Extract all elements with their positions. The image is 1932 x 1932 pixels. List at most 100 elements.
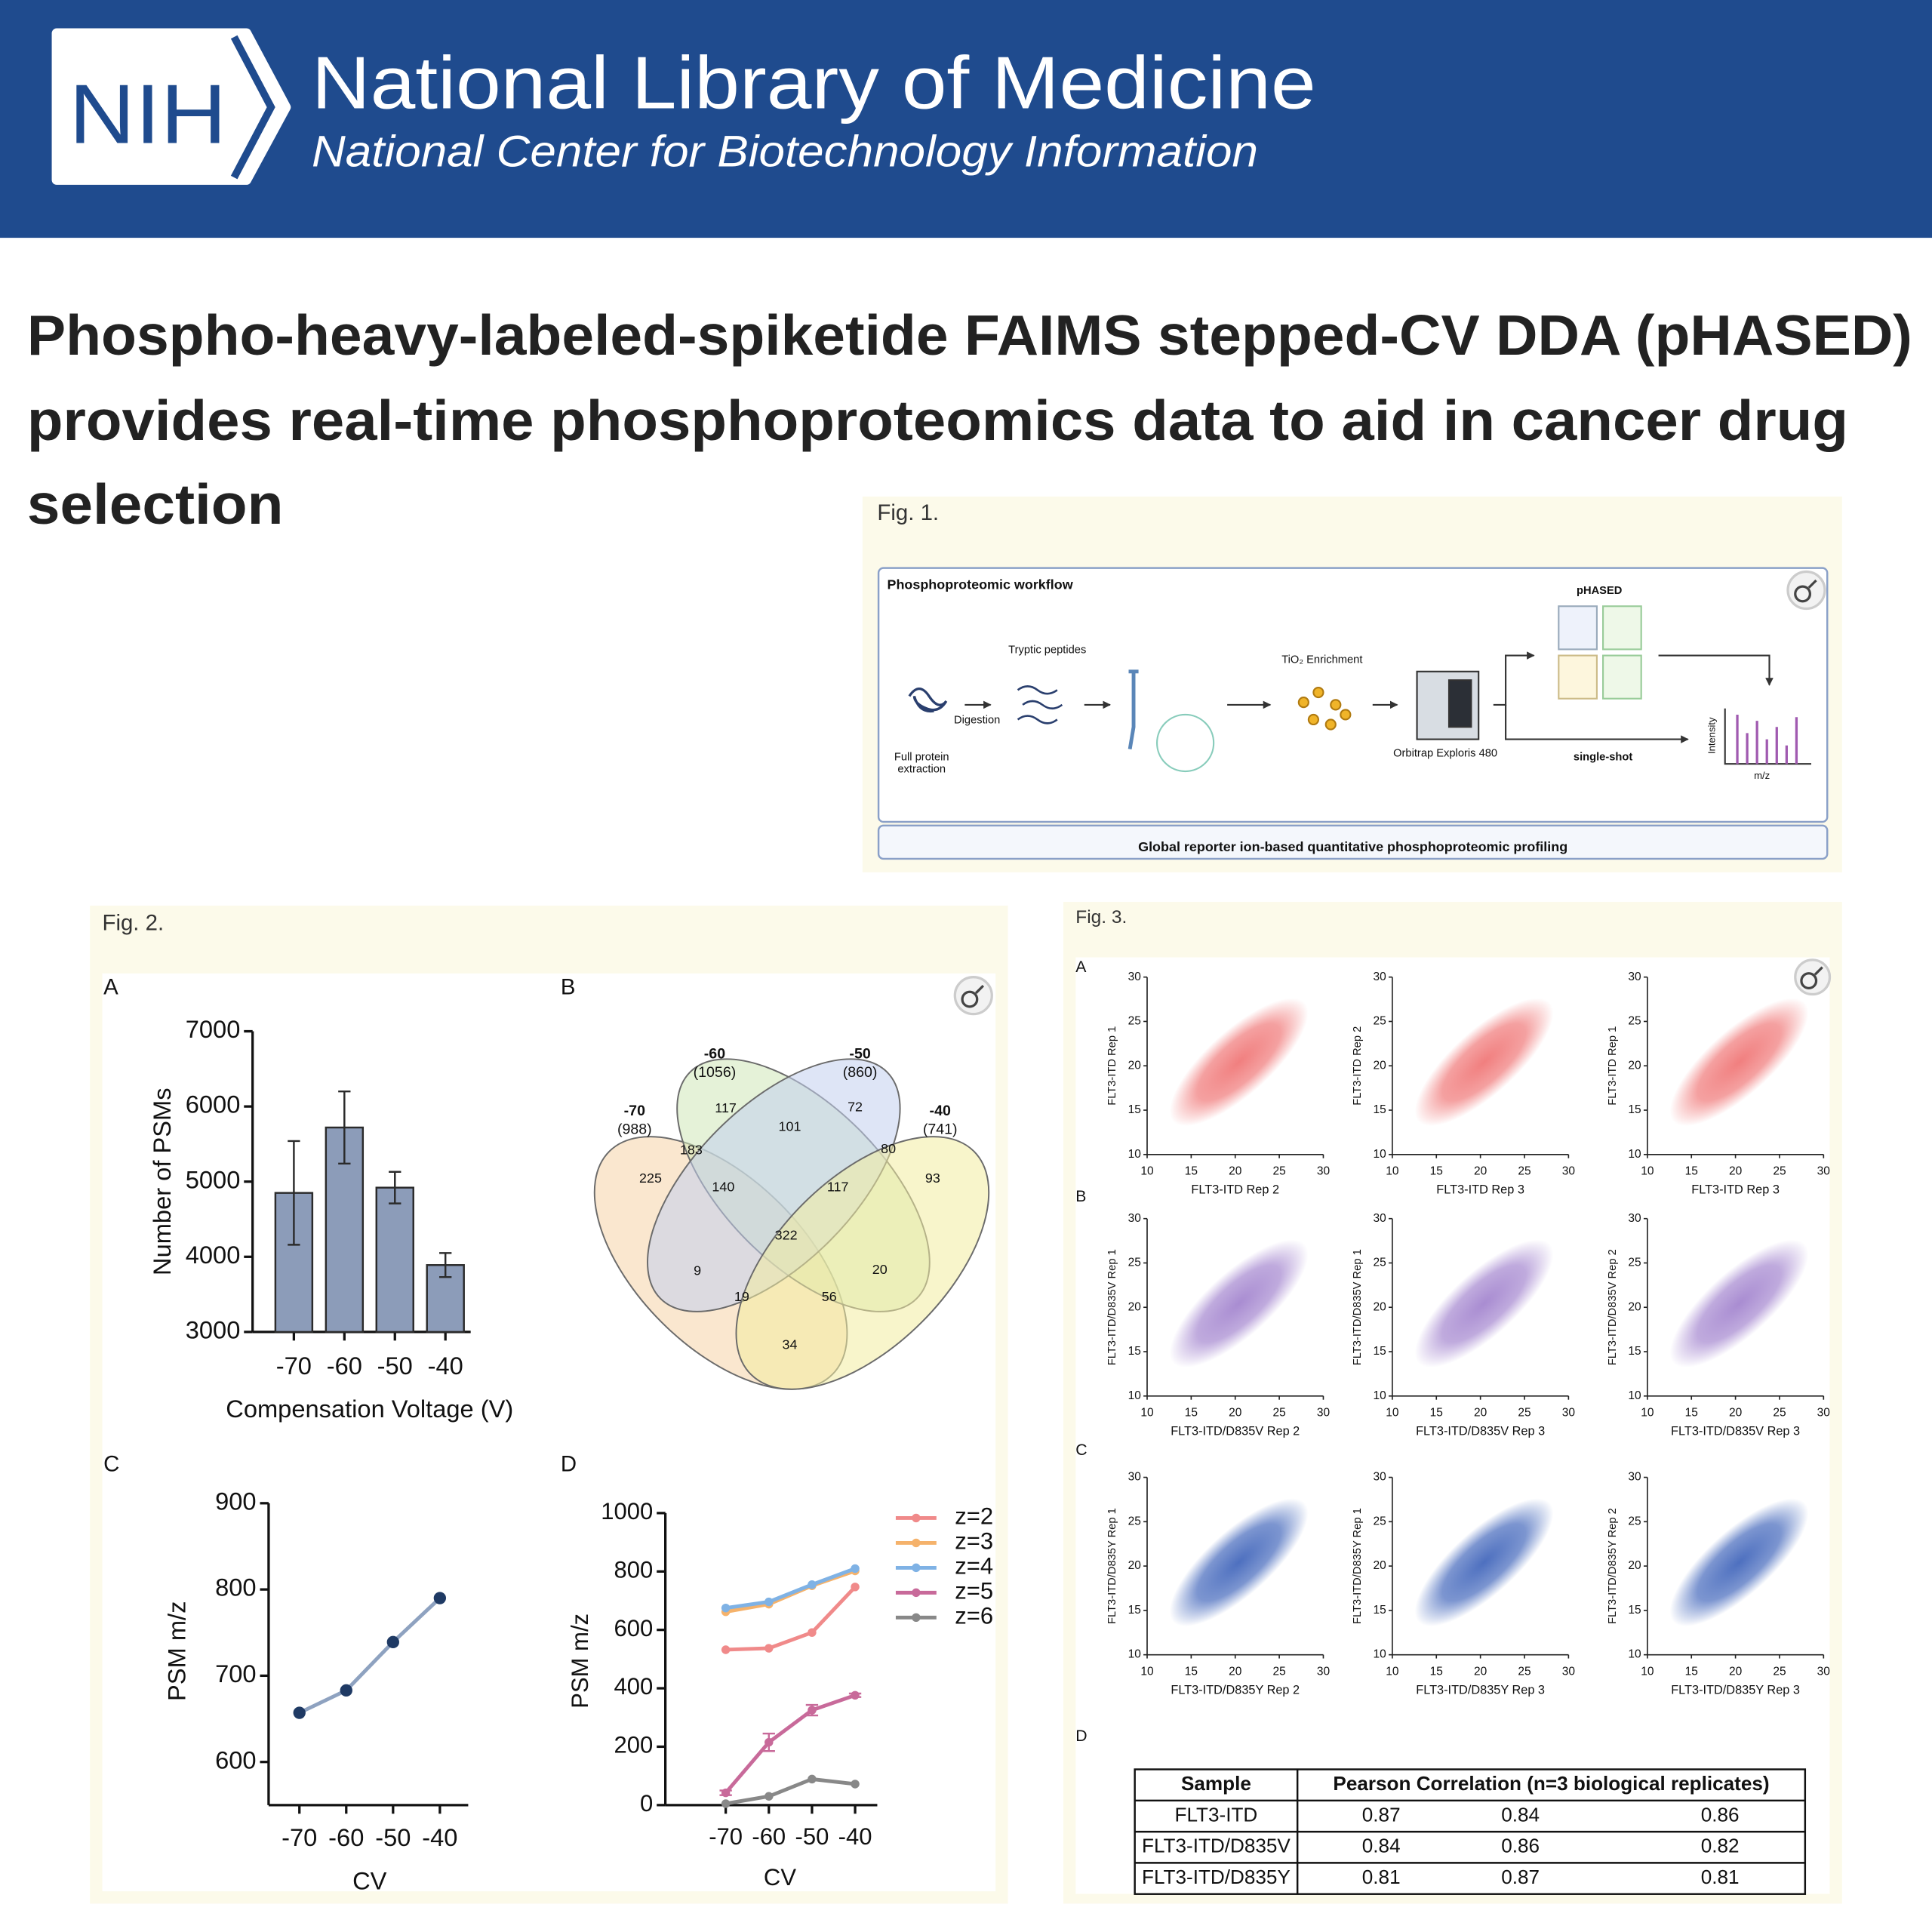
y-tick-label: 20 <box>1373 1559 1386 1572</box>
marker <box>808 1628 817 1637</box>
x-axis-label: Compensation Voltage (V) <box>226 1395 513 1423</box>
panel-letter: D <box>1075 1727 1087 1745</box>
x-tick-label: 10 <box>1386 1407 1399 1420</box>
y-tick-label: 25 <box>1128 1015 1141 1028</box>
table-cell: FLT3-ITD/D835Y <box>1142 1866 1291 1888</box>
legend-label: z=2 <box>955 1503 993 1530</box>
x-tick-label: 15 <box>1685 1666 1698 1678</box>
point-cloud <box>1169 998 1309 1127</box>
x-tick-label: 20 <box>1474 1165 1487 1178</box>
y-tick-label: 30 <box>1128 1212 1142 1225</box>
y-tick-label: 15 <box>1628 1345 1641 1358</box>
y-tick-label: 20 <box>1128 1559 1142 1572</box>
y-tick-label: 20 <box>1128 1300 1142 1313</box>
y-tick-label: 25 <box>1373 1257 1386 1269</box>
y-tick-label: 25 <box>1628 1257 1641 1269</box>
x-tick-label: -40 <box>422 1823 457 1851</box>
article-title: Phospho-heavy-labeled-spiketide FAIMS st… <box>27 303 1912 367</box>
y-tick-label: 5000 <box>186 1165 241 1193</box>
error-bar <box>439 1252 452 1278</box>
venn-set-name: -60 <box>704 1046 725 1063</box>
y-tick-label: 20 <box>1628 1059 1641 1072</box>
y-tick-label: 20 <box>1628 1559 1641 1572</box>
y-tick-label: 25 <box>1373 1515 1386 1527</box>
x-axis-label: CV <box>764 1864 796 1890</box>
x-axis-label: FLT3-ITD/D835V Rep 3 <box>1416 1424 1545 1438</box>
magnifier[interactable] <box>1786 570 1826 611</box>
legend-marker <box>912 1588 921 1598</box>
y-tick-label: 7000 <box>186 1015 241 1043</box>
point-cloud <box>1414 998 1554 1127</box>
table-cell: 0.81 <box>1701 1866 1740 1888</box>
x-axis-label: CV <box>352 1866 387 1894</box>
line <box>725 1567 856 1611</box>
x-tick-label: -50 <box>377 1352 413 1380</box>
peptides-icon <box>1017 685 1063 724</box>
cv-panel <box>1602 654 1642 700</box>
cv-panel <box>1558 654 1598 700</box>
workflow-footer: Global reporter ion-based quantitative p… <box>1138 839 1567 854</box>
x-tick-label: 10 <box>1140 1165 1154 1178</box>
x-tick-label: 15 <box>1185 1165 1198 1178</box>
magnifier-icons[interactable] <box>953 570 1832 1016</box>
marker <box>851 1690 860 1700</box>
venn-set-name: -70 <box>624 1103 645 1119</box>
y-axis-label: PSM m/z <box>162 1601 190 1701</box>
y-tick-label: 20 <box>1373 1300 1386 1313</box>
y-axis-label: FLT3-ITD Rep 2 <box>1352 1026 1364 1106</box>
workflow-text: m/z <box>1754 770 1770 781</box>
x-axis-label: FLT3-ITD/D835Y Rep 2 <box>1171 1683 1300 1697</box>
table-cell: 0.86 <box>1701 1803 1740 1826</box>
y-tick-label: 25 <box>1373 1015 1386 1028</box>
marker <box>808 1580 817 1589</box>
x-tick-label: 20 <box>1229 1666 1242 1678</box>
figure-label: Fig. 1. <box>877 500 939 525</box>
x-tick-label: 30 <box>1317 1407 1331 1420</box>
x-axis-label: FLT3-ITD/D835V Rep 3 <box>1671 1424 1800 1438</box>
workflow-text: extraction <box>897 764 946 776</box>
y-tick-label: 15 <box>1373 1103 1386 1116</box>
x-tick-label: -40 <box>428 1352 463 1380</box>
arrow <box>1493 651 1535 706</box>
x-tick-label: 25 <box>1272 1666 1285 1678</box>
y-tick-label: 25 <box>1628 1515 1641 1527</box>
magnifier[interactable] <box>1794 958 1832 996</box>
point-cloud <box>1669 998 1809 1127</box>
article-title: provides real-time phosphoproteomics dat… <box>27 389 1848 452</box>
y-tick-label: 30 <box>1628 1212 1641 1225</box>
venn-region-count: 117 <box>715 1100 737 1115</box>
y-tick-label: 15 <box>1628 1604 1641 1617</box>
marker <box>721 1645 731 1654</box>
y-tick-label: 25 <box>1128 1515 1141 1527</box>
arrow <box>1505 704 1689 743</box>
venn-set <box>735 1136 990 1390</box>
venn-region-count: 19 <box>734 1289 749 1304</box>
marker <box>293 1706 306 1719</box>
y-axis-label: FLT3-ITD Rep 1 <box>1607 1026 1619 1106</box>
x-tick-label: 20 <box>1729 1666 1743 1678</box>
y-axis-label: FLT3-ITD/D835V Rep 2 <box>1607 1249 1619 1365</box>
x-tick-label: -70 <box>276 1352 312 1380</box>
x-axis-label: FLT3-ITD/D835Y Rep 3 <box>1671 1683 1800 1697</box>
marker <box>340 1684 352 1697</box>
magnifier[interactable] <box>953 976 993 1016</box>
y-tick-label: 15 <box>1373 1604 1386 1617</box>
marker <box>764 1737 774 1747</box>
x-tick-label: -70 <box>281 1823 317 1851</box>
x-tick-label: 25 <box>1773 1165 1786 1178</box>
x-tick-label: 15 <box>1430 1165 1443 1178</box>
x-tick-label: 10 <box>1386 1165 1399 1178</box>
venn-region-count: 72 <box>848 1099 863 1114</box>
marker <box>433 1592 447 1604</box>
x-tick-label: 15 <box>1430 1666 1443 1678</box>
line <box>725 1777 856 1806</box>
x-tick-label: 30 <box>1817 1165 1831 1178</box>
figure-label: Fig. 3. <box>1075 907 1127 928</box>
y-tick-label: 3000 <box>186 1316 241 1344</box>
x-tick-label: 15 <box>1185 1407 1198 1420</box>
y-tick-label: 30 <box>1373 1471 1386 1484</box>
y-tick-label: 800 <box>215 1574 256 1601</box>
legend-label: z=3 <box>955 1528 993 1555</box>
workflow-text: pHASED <box>1577 585 1622 597</box>
